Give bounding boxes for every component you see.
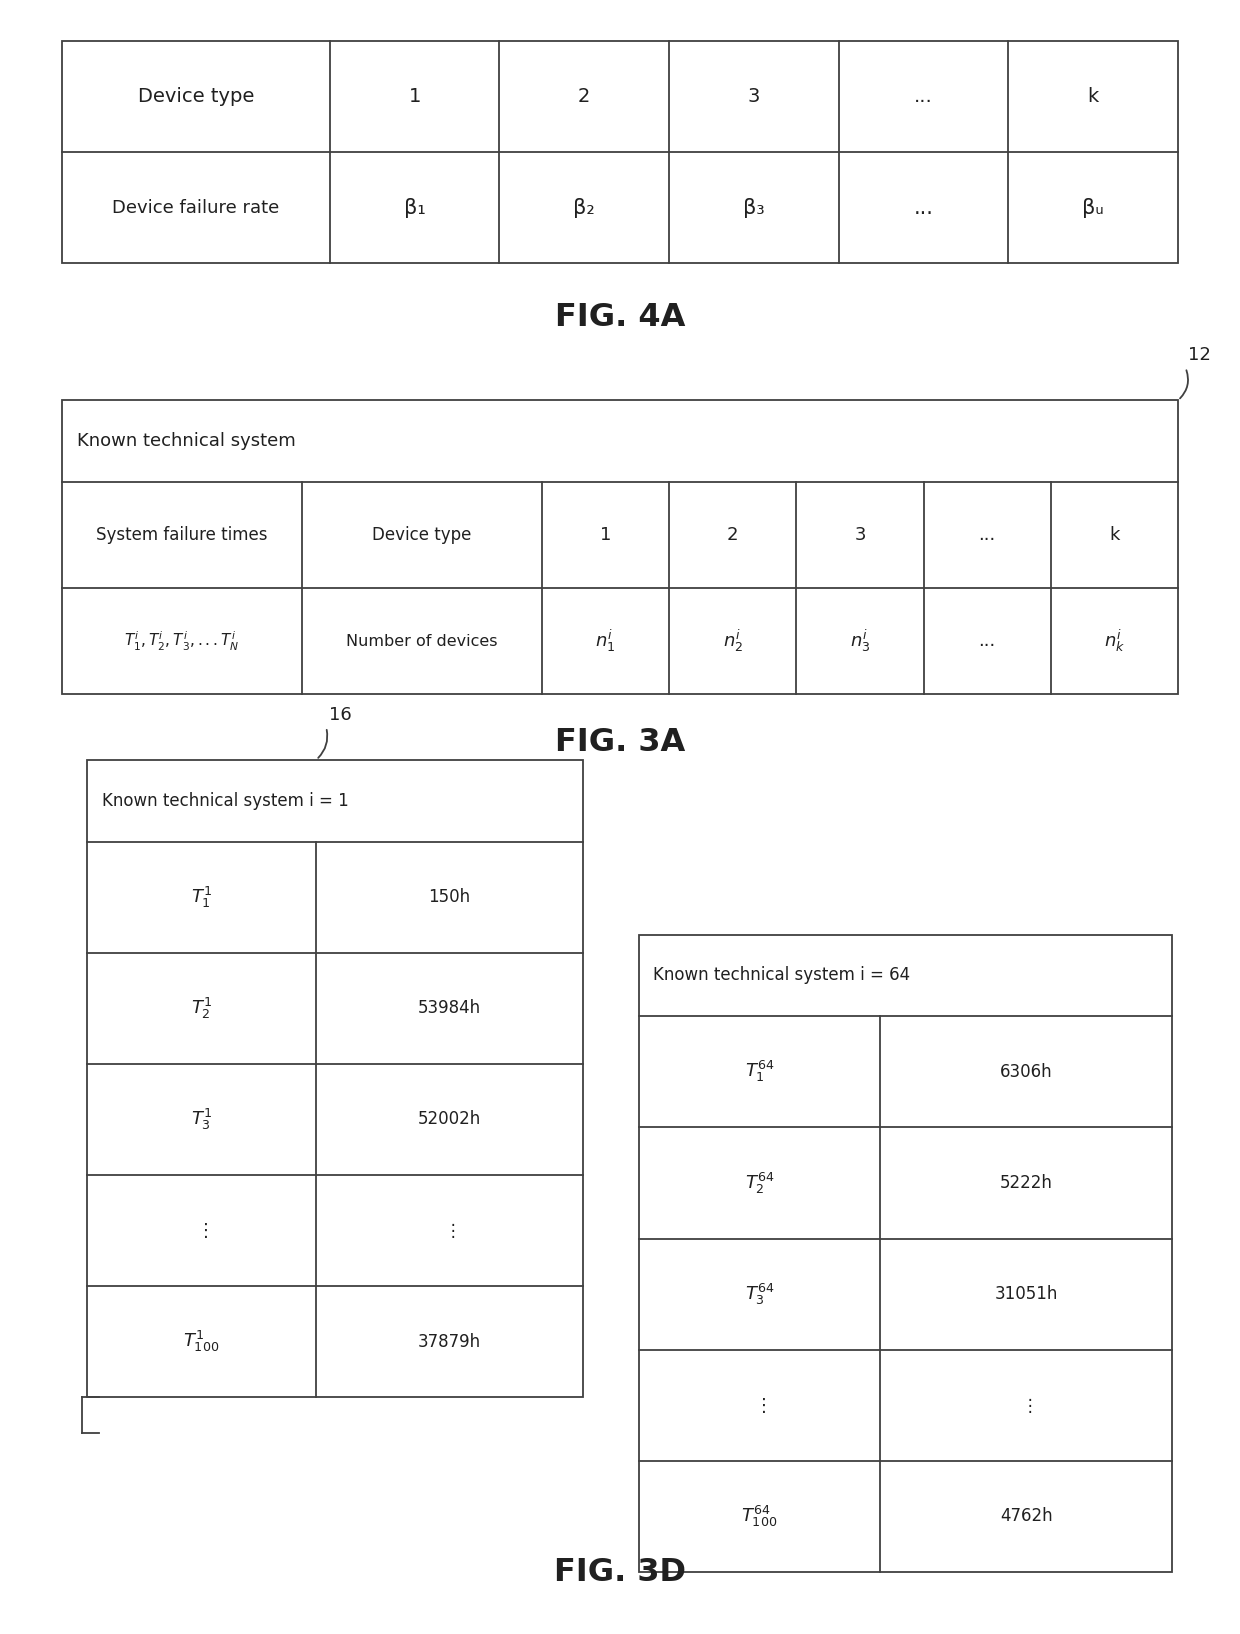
Text: $n_1^i$: $n_1^i$ — [595, 627, 615, 655]
Text: 6306h: 6306h — [999, 1062, 1053, 1082]
Text: $T_3^{64}$: $T_3^{64}$ — [745, 1281, 774, 1307]
Text: Number of devices: Number of devices — [346, 634, 497, 649]
Text: FIG. 3A: FIG. 3A — [554, 727, 686, 758]
Text: 52002h: 52002h — [418, 1109, 481, 1129]
Text: $T_3^1$: $T_3^1$ — [191, 1106, 212, 1132]
Text: $n_k^i$: $n_k^i$ — [1104, 627, 1125, 655]
Text: Known technical system i = 1: Known technical system i = 1 — [102, 791, 348, 810]
Text: $T_2^1$: $T_2^1$ — [191, 995, 212, 1021]
Text: $T_{100}^1$: $T_{100}^1$ — [184, 1328, 219, 1355]
Text: β₁: β₁ — [404, 198, 425, 217]
Text: β₂: β₂ — [573, 198, 595, 217]
Text: ...: ... — [914, 198, 934, 217]
Bar — [639, 935, 1172, 1572]
Text: 150h: 150h — [429, 887, 470, 907]
Text: 16: 16 — [329, 706, 351, 724]
Text: ...: ... — [914, 87, 932, 106]
Text: Device type: Device type — [138, 87, 254, 106]
Text: $T_1^{64}$: $T_1^{64}$ — [745, 1059, 774, 1085]
Bar — [62, 41, 1178, 263]
Text: System failure times: System failure times — [97, 526, 268, 544]
Text: k: k — [1087, 87, 1099, 106]
Text: ...: ... — [978, 526, 996, 544]
Text: β₃: β₃ — [743, 198, 765, 217]
Text: $n_3^i$: $n_3^i$ — [849, 627, 870, 655]
Text: $\vdots$: $\vdots$ — [1021, 1395, 1032, 1415]
Text: k: k — [1110, 526, 1120, 544]
Text: Device type: Device type — [372, 526, 471, 544]
Text: 5222h: 5222h — [999, 1173, 1053, 1193]
Text: Known technical system: Known technical system — [77, 431, 295, 451]
Text: FIG. 4A: FIG. 4A — [554, 302, 686, 333]
Bar — [62, 400, 1178, 694]
Text: 1: 1 — [600, 526, 611, 544]
Text: 3: 3 — [748, 87, 760, 106]
Text: 31051h: 31051h — [994, 1284, 1058, 1304]
Text: ...: ... — [978, 632, 996, 650]
Bar — [87, 760, 583, 1397]
Text: $\vdots$: $\vdots$ — [196, 1221, 207, 1240]
Text: 3: 3 — [854, 526, 866, 544]
Text: $n_2^i$: $n_2^i$ — [723, 627, 743, 655]
Text: 4762h: 4762h — [999, 1507, 1053, 1526]
Text: 2: 2 — [727, 526, 739, 544]
Text: 53984h: 53984h — [418, 998, 481, 1018]
Text: $T_1^1$: $T_1^1$ — [191, 884, 212, 910]
Text: Known technical system i = 64: Known technical system i = 64 — [653, 966, 910, 985]
Text: $\vdots$: $\vdots$ — [754, 1395, 765, 1415]
Text: $T_2^{64}$: $T_2^{64}$ — [745, 1170, 774, 1196]
Text: βᵤ: βᵤ — [1083, 198, 1104, 217]
Text: FIG. 3D: FIG. 3D — [554, 1557, 686, 1588]
Text: 1: 1 — [408, 87, 420, 106]
Text: 2: 2 — [578, 87, 590, 106]
Text: Device failure rate: Device failure rate — [113, 198, 279, 217]
Text: $T_1^i, T_2^i, T_3^i,...T_N^i$: $T_1^i, T_2^i, T_3^i,...T_N^i$ — [124, 629, 239, 654]
Text: 12: 12 — [1188, 346, 1210, 364]
Text: 37879h: 37879h — [418, 1332, 481, 1351]
Text: $T_{100}^{64}$: $T_{100}^{64}$ — [742, 1503, 777, 1529]
Text: $\vdots$: $\vdots$ — [444, 1221, 455, 1240]
